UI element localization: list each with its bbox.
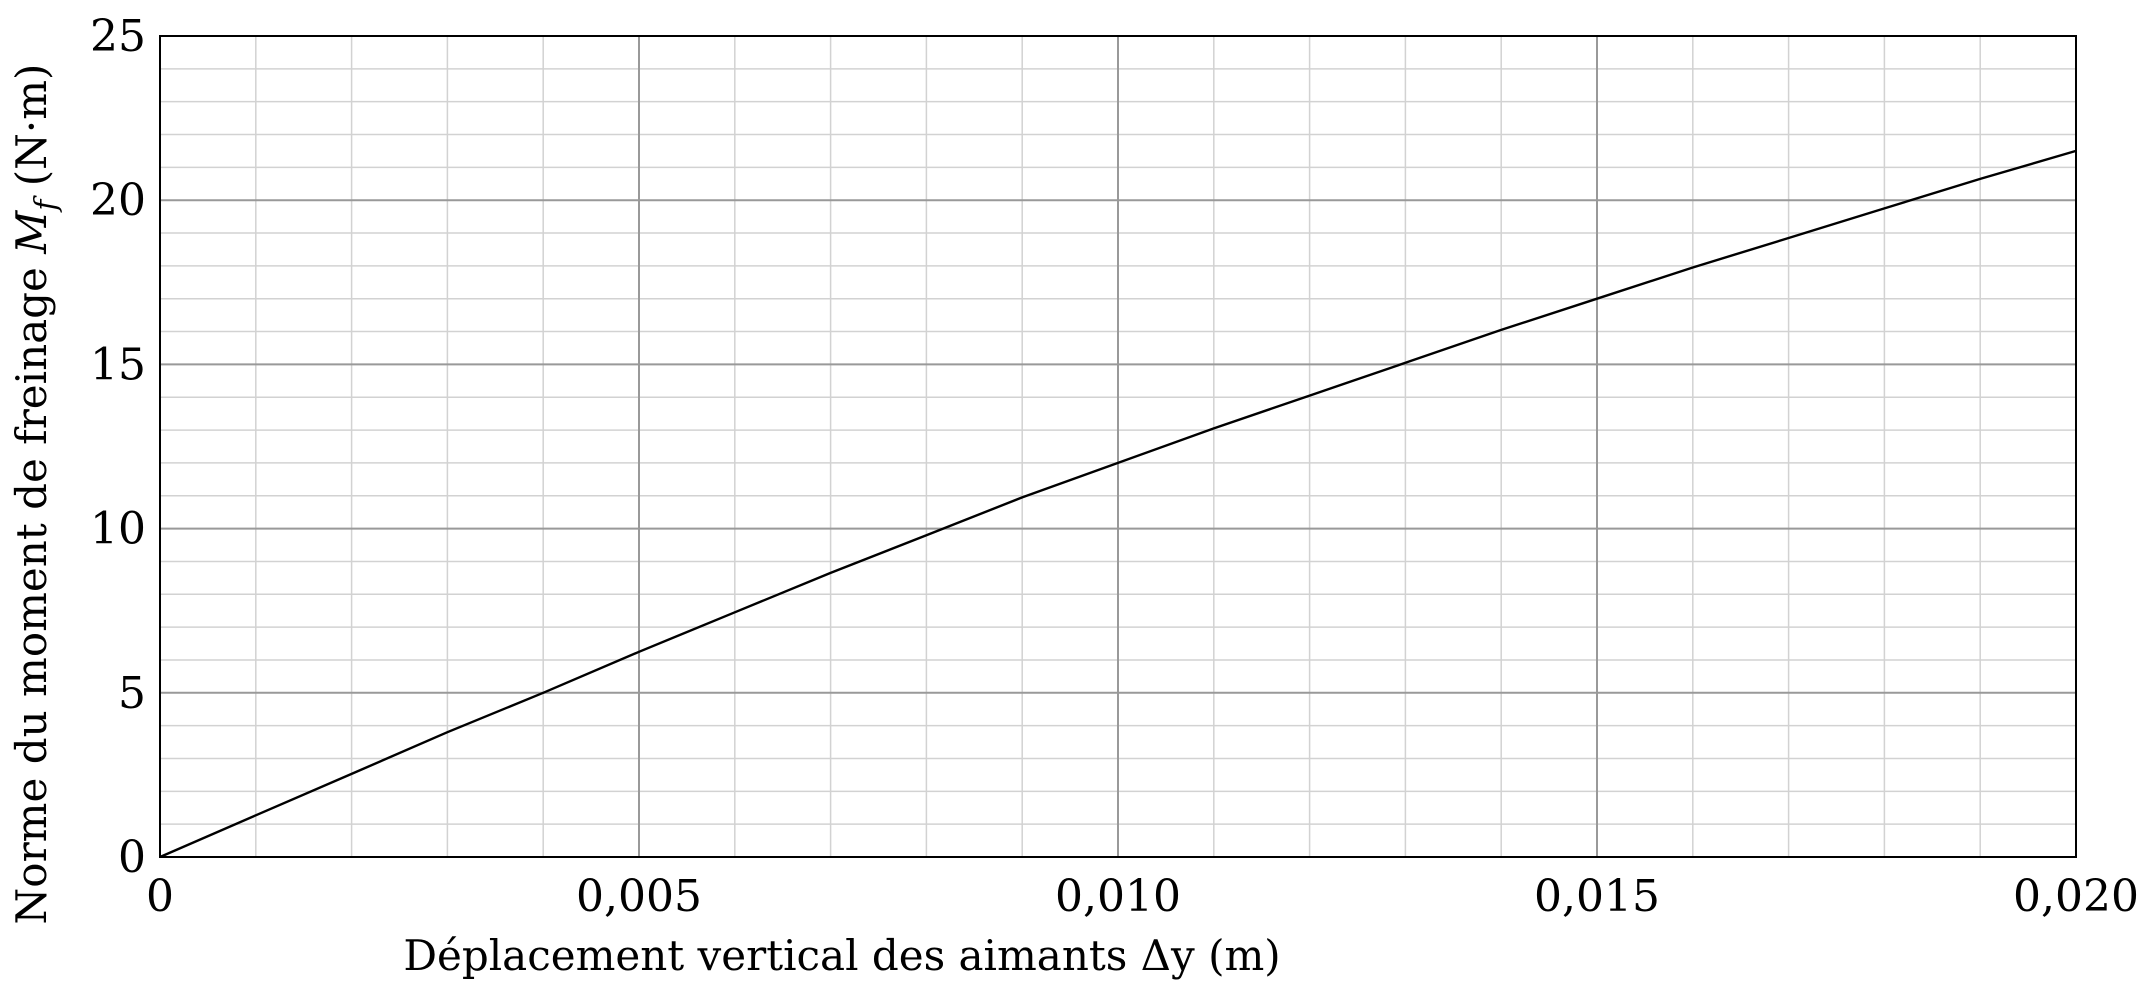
y-tick-labels: 0 5 10 15 20 25: [90, 11, 146, 883]
y-tick-label: 15: [90, 339, 146, 390]
y-axis-label-pre: Norme du moment de freinage: [7, 254, 56, 925]
y-axis-label-post: (N·m): [7, 64, 56, 200]
x-tick-label: 0,020: [2013, 871, 2139, 922]
series-layer: [159, 149, 2077, 859]
y-tick-label: 10: [90, 504, 146, 555]
x-tick-label: 0: [146, 871, 174, 922]
y-tick-label: 20: [90, 175, 146, 226]
x-tick-label: 0,010: [1055, 871, 1181, 922]
y-axis-label: Norme du moment de freinage Mf (N·m): [7, 64, 64, 925]
plot-frame: [159, 35, 2077, 858]
series-line: [159, 149, 2077, 859]
y-tick-label: 25: [90, 11, 146, 62]
x-tick-label: 0,015: [1534, 871, 1660, 922]
y-axis-label-symbol: M: [7, 210, 56, 255]
x-tick-label: 0,005: [576, 871, 702, 922]
x-tick-labels: 0 0,005 0,010 0,015 0,020: [146, 871, 2139, 922]
x-axis-label: Déplacement vertical des aimants Δy (m): [403, 931, 1280, 980]
y-tick-label: 5: [118, 668, 146, 719]
y-tick-label: 0: [118, 832, 146, 883]
